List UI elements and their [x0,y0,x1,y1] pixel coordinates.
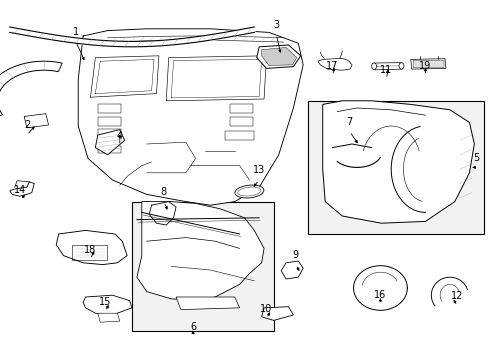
Bar [98,104,121,113]
Polygon shape [412,60,443,68]
Text: 3: 3 [273,19,279,30]
Polygon shape [0,61,62,119]
Text: 15: 15 [99,297,111,307]
Polygon shape [176,297,239,310]
Ellipse shape [398,63,403,69]
Text: 6: 6 [190,322,196,332]
Bar [307,101,483,234]
Polygon shape [261,48,296,66]
Text: 10: 10 [260,304,272,314]
Text: 19: 19 [418,61,431,71]
Bar [24,114,48,128]
Polygon shape [98,313,120,322]
Bar [132,202,273,331]
Polygon shape [137,202,264,301]
Polygon shape [410,59,445,69]
Bar [98,129,121,139]
Polygon shape [261,307,293,320]
Text: 14: 14 [14,185,27,195]
Text: 18: 18 [84,244,97,255]
Text: 17: 17 [325,61,338,71]
Text: 4: 4 [117,131,122,141]
Bar [98,146,121,153]
Bar [72,245,106,260]
Text: 9: 9 [292,250,298,260]
Polygon shape [78,29,303,205]
Bar [98,117,121,126]
Text: 16: 16 [373,289,386,300]
Polygon shape [353,266,407,310]
Ellipse shape [371,63,376,69]
Text: 11: 11 [379,64,392,75]
Text: 13: 13 [252,165,265,175]
Ellipse shape [237,187,261,196]
Polygon shape [10,182,34,196]
Polygon shape [256,45,300,68]
Text: 5: 5 [473,153,479,163]
Polygon shape [56,230,127,265]
Text: 7: 7 [346,117,352,127]
Ellipse shape [234,185,264,198]
Text: 2: 2 [24,120,30,130]
Polygon shape [83,295,132,315]
Polygon shape [322,101,473,223]
Polygon shape [95,130,124,155]
Bar [229,104,253,113]
Polygon shape [317,58,351,70]
Text: 1: 1 [73,27,79,37]
Polygon shape [430,277,467,306]
Bar [224,131,254,140]
Text: 8: 8 [161,187,166,197]
Bar [229,117,253,126]
Polygon shape [281,261,303,279]
Polygon shape [373,63,401,70]
Text: 12: 12 [450,291,463,301]
